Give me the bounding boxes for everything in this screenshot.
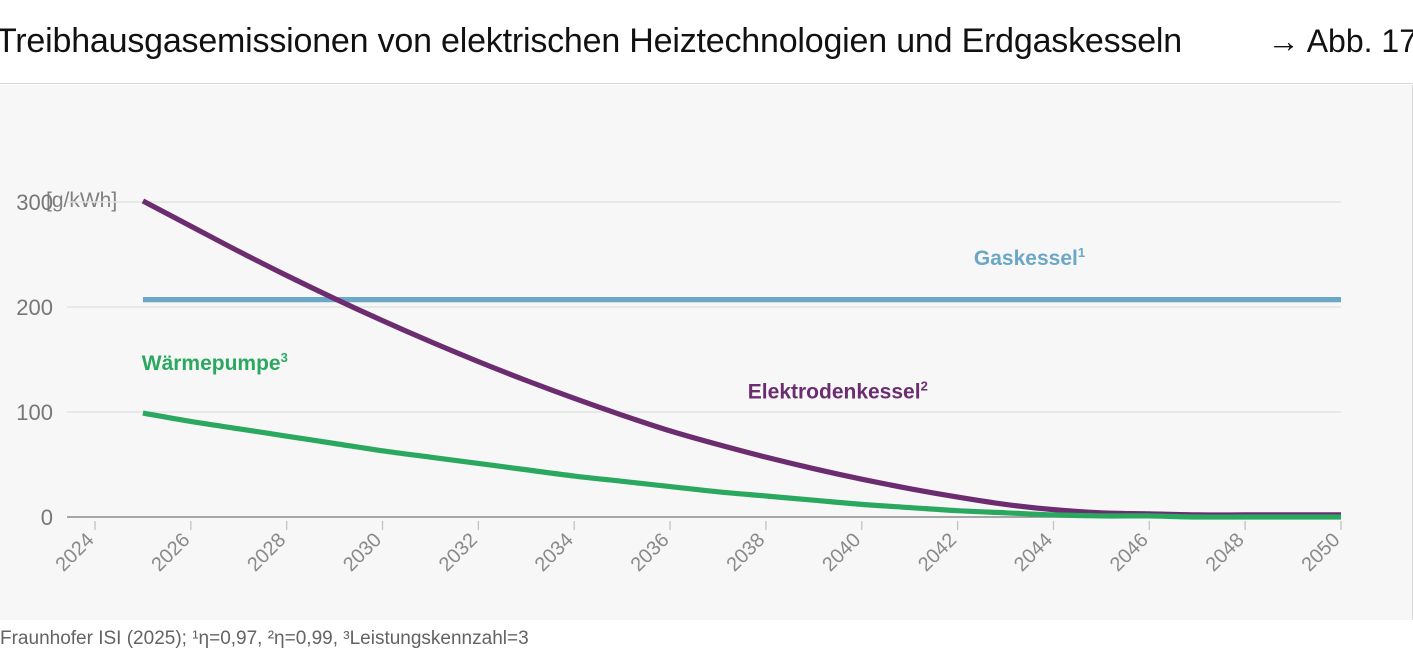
series-line-elektrodenkessel: [141, 198, 1341, 518]
series-label-elektrodenkessel: Elektrodenkessel2: [748, 378, 928, 403]
y-axis-tick-label: 0: [41, 505, 53, 530]
y-axis-tick-label: 200: [16, 295, 53, 320]
series-annotations-group: Gaskessel1 Elektrodenkessel2 Wärmepumpe3: [142, 245, 1085, 403]
series-label-superscript: 3: [281, 350, 288, 365]
x-axis-tick-label: 2034: [531, 529, 578, 576]
y-axis-unit-label: [g/kWh]: [46, 189, 118, 212]
x-axis-tick-label: 2050: [1298, 529, 1345, 576]
x-axis-tick-label: 2040: [818, 529, 865, 576]
series-label-wrmepumpe: Wärmepumpe3: [142, 350, 288, 375]
x-axis-tick-label: 2036: [627, 529, 674, 576]
series-label-text: Gaskessel: [974, 247, 1078, 270]
x-axis-tickmarks-group: [94, 521, 1342, 530]
series-label-superscript: 2: [921, 378, 928, 393]
x-axis-tick-label: 2024: [52, 529, 99, 576]
x-axis-tick-label: 2042: [914, 529, 961, 576]
figure-reference: → Abb. 17: [1267, 23, 1413, 59]
series-lines-group: [141, 198, 1341, 520]
page-title: Treibhausgasemissionen von elektrischen …: [0, 22, 1182, 60]
y-axis-ticks-group: 0 100 200 300: [16, 190, 53, 530]
x-axis-tick-label: 2030: [339, 529, 386, 576]
y-axis-tick-label: 300: [16, 190, 53, 215]
series-label-gaskessel: Gaskessel1: [974, 245, 1085, 270]
x-axis-tick-label: 2026: [147, 529, 194, 576]
x-axis-tick-label: 2028: [243, 529, 290, 576]
series-label-text: Elektrodenkessel: [748, 380, 921, 403]
y-axis-tick-label: 100: [16, 400, 53, 425]
series-label-text: Wärmepumpe: [142, 352, 281, 375]
x-axis-tick-label: 2032: [435, 529, 482, 576]
series-line-wrmepumpe: [142, 410, 1341, 520]
figure-header: Treibhausgasemissionen von elektrischen …: [0, 0, 1413, 84]
series-label-superscript: 1: [1078, 245, 1085, 260]
x-axis-ticks-group: 2024 2026 2028 2030 2032 2034 2036 2038 2040 2042…: [52, 529, 1345, 576]
source-footnote: Fraunhofer ISI (2025); ¹η=0,97, ²η=0,99,…: [0, 628, 529, 649]
x-axis-tick-label: 2046: [1106, 529, 1153, 576]
x-axis-tick-label: 2038: [722, 529, 769, 576]
x-axis-tick-label: 2044: [1010, 529, 1057, 576]
x-axis-tick-label: 2048: [1202, 529, 1249, 576]
chart-panel: [g/kWh] 0 100 200 300 2024 2026 2028 2030 2032 2…: [0, 85, 1413, 620]
